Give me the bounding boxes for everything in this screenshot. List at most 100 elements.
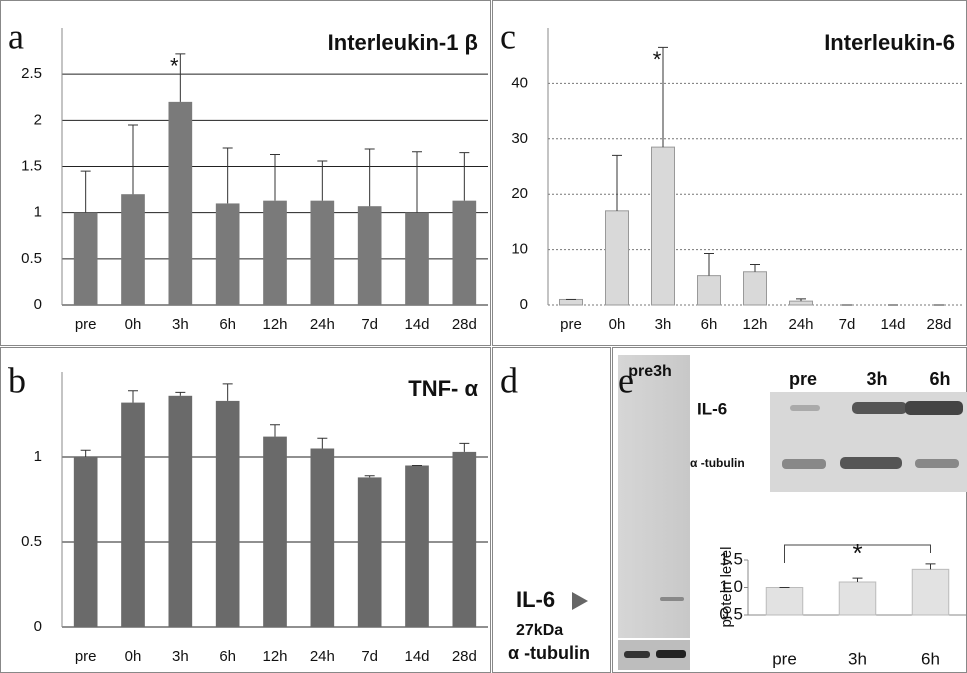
error-bar bbox=[81, 450, 91, 457]
x-tick-label: pre bbox=[772, 649, 797, 668]
bar bbox=[169, 102, 193, 305]
y-tick-label: 0 bbox=[34, 618, 42, 635]
error-bar bbox=[175, 392, 185, 395]
x-tick-label: pre bbox=[560, 316, 582, 333]
x-tick-label: 12h bbox=[262, 316, 287, 333]
x-tick-label: pre bbox=[75, 316, 97, 333]
bar bbox=[744, 272, 767, 305]
x-tick-label: 7d bbox=[361, 648, 378, 665]
error-bar bbox=[750, 265, 760, 272]
x-tick-label: 28d bbox=[926, 316, 951, 333]
x-tick-label: 24h bbox=[788, 316, 813, 333]
panel-letter: d bbox=[500, 360, 518, 400]
y-tick-label: 0 bbox=[34, 296, 42, 313]
error-bar bbox=[223, 148, 233, 203]
y-tick-label: 1.5 bbox=[719, 549, 743, 568]
y-tick-label: 0.5 bbox=[21, 250, 42, 267]
error-bar bbox=[459, 153, 469, 201]
y-tick-label: 0.5 bbox=[21, 533, 42, 550]
figure: d pre3h IL-6 27kDa α -tubulin pre 3h 6h … bbox=[0, 0, 967, 673]
bar bbox=[311, 201, 335, 305]
y-tick-label: 0.5 bbox=[719, 604, 743, 623]
error-bar bbox=[412, 152, 422, 213]
x-tick-label: 28d bbox=[452, 316, 477, 333]
bar bbox=[169, 396, 193, 627]
error-bar bbox=[853, 578, 863, 582]
x-tick-label: 6h bbox=[921, 649, 940, 668]
bar bbox=[263, 437, 287, 627]
error-bar bbox=[270, 425, 280, 437]
y-tick-label: 2.5 bbox=[21, 65, 42, 82]
bar bbox=[652, 147, 675, 305]
bar bbox=[74, 457, 98, 627]
y-tick-label: 30 bbox=[511, 130, 528, 147]
bar bbox=[912, 569, 949, 615]
x-tick-label: 7d bbox=[361, 316, 378, 333]
bar bbox=[311, 449, 335, 628]
row-label: IL-6 bbox=[697, 399, 727, 418]
error-bar bbox=[365, 149, 375, 206]
y-tick-label: 1 bbox=[34, 448, 42, 465]
bar bbox=[358, 477, 382, 627]
x-tick-label: 3h bbox=[848, 649, 867, 668]
bar bbox=[698, 276, 721, 305]
x-tick-label: pre bbox=[75, 648, 97, 665]
bar bbox=[121, 194, 145, 305]
significance-mark: * bbox=[852, 538, 862, 568]
x-tick-label: 3h bbox=[655, 316, 672, 333]
x-tick-label: 14d bbox=[880, 316, 905, 333]
bar bbox=[606, 211, 629, 305]
error-bar bbox=[365, 476, 375, 478]
lane-label: 3h bbox=[866, 369, 887, 389]
x-tick-label: 3h bbox=[172, 648, 189, 665]
x-tick-label: 28d bbox=[452, 648, 477, 665]
bar bbox=[560, 299, 583, 305]
error-bar bbox=[128, 125, 138, 194]
bar bbox=[453, 452, 477, 627]
x-tick-label: 3h bbox=[172, 316, 189, 333]
panel-letter: b bbox=[8, 360, 26, 400]
bar bbox=[453, 201, 477, 305]
loading-label: α -tubulin bbox=[508, 643, 590, 663]
chart-title: Interleukin-1 β bbox=[328, 30, 478, 55]
lane-label: 6h bbox=[929, 369, 950, 389]
x-tick-label: 7d bbox=[839, 316, 856, 333]
blot-e bbox=[770, 392, 967, 492]
error-bar bbox=[459, 443, 469, 452]
y-tick-label: 2 bbox=[34, 111, 42, 128]
y-tick-label: 1 bbox=[34, 204, 42, 221]
error-bar bbox=[128, 391, 138, 403]
x-tick-label: 0h bbox=[125, 648, 142, 665]
y-tick-label: 1.0 bbox=[719, 577, 743, 596]
panel-letter: e bbox=[618, 360, 634, 400]
y-tick-label: 20 bbox=[511, 185, 528, 202]
bar bbox=[216, 203, 240, 305]
significance-mark: * bbox=[653, 47, 662, 72]
blot-d bbox=[572, 355, 690, 670]
x-tick-label: 0h bbox=[125, 316, 142, 333]
bar bbox=[766, 588, 803, 616]
panel-frames bbox=[1, 1, 967, 673]
lane-labels: pre3h bbox=[628, 363, 672, 380]
error-bar bbox=[704, 253, 714, 275]
bar bbox=[358, 206, 382, 305]
x-tick-label: 6h bbox=[219, 648, 236, 665]
bar bbox=[121, 403, 145, 627]
bar bbox=[405, 213, 429, 305]
x-tick-label: 24h bbox=[310, 316, 335, 333]
chart-title: Interleukin-6 bbox=[824, 30, 955, 55]
error-bar bbox=[81, 171, 91, 213]
error-bar bbox=[612, 155, 622, 210]
x-tick-label: 14d bbox=[404, 648, 429, 665]
bar bbox=[263, 201, 287, 305]
x-tick-label: 0h bbox=[609, 316, 626, 333]
error-bar bbox=[317, 438, 327, 448]
error-bar bbox=[270, 154, 280, 200]
bar bbox=[790, 301, 813, 305]
error-bar bbox=[926, 564, 936, 570]
bar bbox=[216, 401, 240, 627]
x-tick-label: 24h bbox=[310, 648, 335, 665]
x-tick-label: 12h bbox=[742, 316, 767, 333]
panel-letter: a bbox=[8, 16, 24, 56]
band-label: IL-6 bbox=[516, 587, 555, 612]
